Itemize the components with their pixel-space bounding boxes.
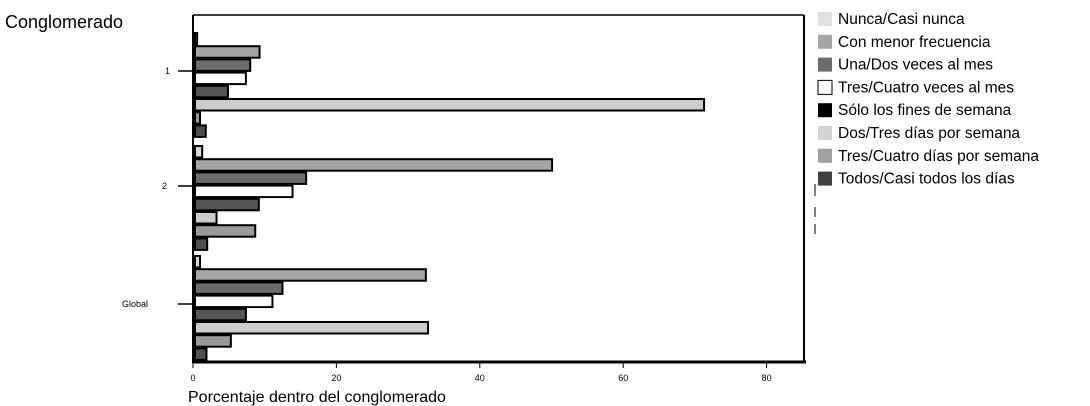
legend-label-1: Nunca/Casi nunca	[838, 11, 965, 28]
x-tick-label: 20	[331, 373, 341, 383]
legend-label-7: Tres/Cuatro días por semana	[838, 148, 1039, 165]
bar-2-series-3	[194, 171, 308, 185]
bar-2-series-1	[194, 145, 204, 159]
bars-layer	[194, 32, 706, 361]
legend-swatch-6	[818, 126, 832, 140]
x-tick-label: 80	[762, 373, 772, 383]
bar-1-series-8	[194, 124, 207, 138]
x-tick-label: 40	[475, 373, 485, 383]
bar-1-series-2	[194, 45, 261, 59]
y-tick-label: 2	[162, 181, 167, 191]
legend-swatch-3	[818, 57, 832, 72]
legend-label-4: Tres/Cuatro veces al mes	[838, 79, 1014, 96]
legend-label-8: Todos/Casi todos los días	[838, 171, 1015, 188]
legend: Nunca/Casi nunca Con menor frecuencia Una/…	[814, 11, 1039, 234]
y-axis-title: Conglomerado	[5, 12, 123, 32]
x-tick-label: 60	[618, 373, 628, 383]
bar-2-series-5	[194, 197, 260, 212]
bar-2-series-6	[194, 211, 218, 225]
legend-swatch-7	[818, 148, 832, 163]
bar-1-series-4	[194, 71, 247, 86]
y-ticks-layer: 1 2 Global	[122, 66, 193, 309]
legend-label-2: Con menor frecuencia	[838, 34, 991, 51]
bar-2-series-7	[194, 224, 257, 238]
legend-label-3: Una/Dos veces al mes	[838, 57, 993, 74]
bar-1-series-5	[194, 84, 229, 99]
bar-Global-series-7	[194, 334, 232, 348]
bar-1-series-7	[194, 111, 202, 125]
bar-Global-series-3	[194, 281, 284, 295]
bar-Global-series-2	[194, 268, 427, 282]
legend-swatch-5	[818, 103, 832, 118]
bar-Global-series-8	[194, 347, 208, 361]
bar-1-series-3	[194, 58, 252, 72]
legend-swatch-1	[818, 12, 832, 26]
bar-2-series-4	[194, 184, 294, 199]
y-tick-label: 1	[165, 66, 170, 76]
bar-Global-series-1	[194, 255, 202, 269]
bar-1-series-1	[194, 32, 199, 46]
bar-Global-series-5	[194, 307, 247, 322]
x-ticks-layer: 0 20 40 60 80	[190, 363, 772, 383]
bar-Global-series-4	[194, 294, 274, 309]
bar-2-series-2	[194, 158, 554, 172]
bar-2-series-8	[194, 237, 209, 251]
x-axis-title: Porcentaje dentro del conglomerado	[188, 389, 446, 406]
legend-swatch-4	[817, 79, 833, 95]
y-tick-label: Global	[122, 299, 148, 309]
bar-1-series-6	[194, 98, 706, 112]
legend-swatch-2	[818, 34, 832, 49]
legend-swatch-8	[818, 171, 832, 186]
legend-label-6: Dos/Tres días por semana	[838, 125, 1020, 142]
bar-Global-series-6	[194, 321, 430, 335]
x-tick-label: 0	[190, 373, 195, 383]
legend-label-5: Sólo los fines de semana	[838, 102, 1012, 119]
